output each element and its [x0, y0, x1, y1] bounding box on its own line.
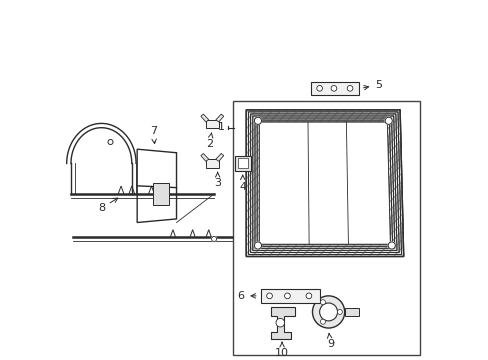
Circle shape	[316, 85, 322, 91]
Polygon shape	[271, 307, 294, 339]
Polygon shape	[259, 122, 389, 244]
Circle shape	[387, 242, 394, 249]
Text: 8: 8	[98, 198, 118, 213]
Circle shape	[275, 318, 284, 327]
Polygon shape	[215, 153, 224, 161]
Text: 6: 6	[237, 291, 256, 301]
Circle shape	[211, 237, 216, 242]
Polygon shape	[215, 114, 224, 122]
Circle shape	[108, 140, 113, 144]
Text: 10: 10	[275, 342, 288, 358]
Polygon shape	[246, 110, 403, 256]
Text: 9: 9	[326, 333, 333, 349]
Circle shape	[330, 85, 336, 91]
Circle shape	[254, 117, 261, 125]
Polygon shape	[153, 183, 169, 204]
Bar	[205, 120, 218, 129]
Circle shape	[319, 303, 337, 321]
Polygon shape	[259, 122, 389, 244]
Bar	[234, 156, 250, 171]
Circle shape	[266, 293, 272, 299]
Circle shape	[254, 242, 261, 249]
Circle shape	[385, 117, 391, 125]
Circle shape	[337, 310, 342, 314]
Bar	[205, 159, 218, 168]
Text: 2: 2	[205, 133, 213, 149]
Bar	[233, 101, 419, 355]
Circle shape	[305, 293, 311, 299]
Circle shape	[320, 319, 325, 324]
Text: 7: 7	[149, 126, 157, 144]
Polygon shape	[344, 308, 358, 316]
Bar	[310, 82, 358, 95]
Polygon shape	[201, 153, 208, 161]
Text: 4: 4	[239, 175, 246, 192]
Circle shape	[284, 293, 290, 299]
Text: 1: 1	[217, 122, 224, 132]
Text: 3: 3	[214, 172, 221, 188]
Circle shape	[312, 296, 344, 328]
Text: 5: 5	[363, 80, 382, 90]
Polygon shape	[201, 114, 208, 122]
Circle shape	[346, 85, 352, 91]
Circle shape	[320, 300, 325, 305]
Polygon shape	[259, 122, 389, 244]
Bar	[237, 158, 247, 168]
Bar	[260, 289, 319, 303]
